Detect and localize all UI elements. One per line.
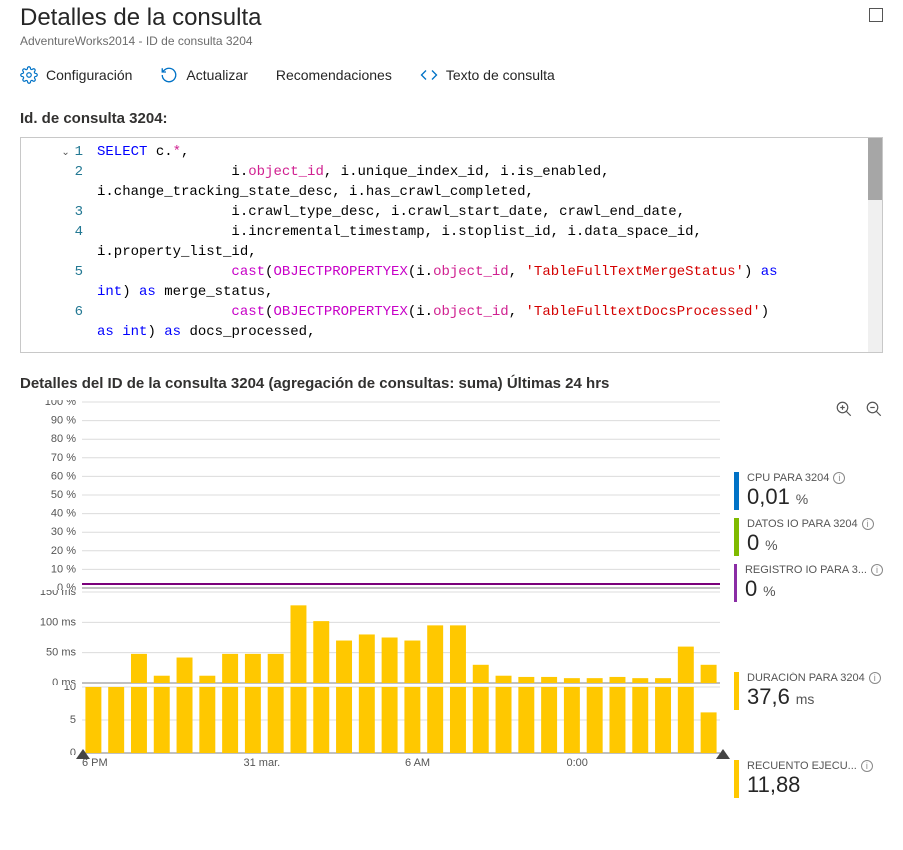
info-icon[interactable]: i (861, 760, 873, 772)
legend-label: CPU PARA 3204i (747, 472, 883, 484)
svg-text:0 %: 0 % (57, 582, 76, 590)
svg-text:10: 10 (64, 685, 76, 693)
svg-text:10 %: 10 % (51, 563, 76, 575)
zoom-out-icon[interactable] (865, 400, 883, 418)
legend-label: DATOS IO PARA 3204i (747, 518, 883, 530)
svg-text:0 ms: 0 ms (52, 677, 76, 685)
range-handle-left[interactable] (76, 749, 90, 759)
config-label: Configuración (46, 67, 132, 83)
range-handle-right[interactable] (716, 749, 730, 759)
legend-label: DURACIÓN PARA 3204i (747, 672, 883, 684)
querytext-label: Texto de consulta (446, 67, 555, 83)
refresh-button[interactable]: Actualizar (160, 66, 247, 84)
gear-icon (20, 66, 38, 84)
legend-item: CPU PARA 3204i0,01 % (734, 472, 883, 510)
line-gutter: ⌄12 34 5 6 (21, 138, 91, 352)
info-icon[interactable]: i (833, 472, 845, 484)
chart-percent-panel: 100 % 90 % 80 % 70 % 60 % 50 % 40 % 30 % 20 % 10 … (20, 400, 728, 590)
legend-color-bar (734, 760, 739, 798)
svg-text:5: 5 (70, 714, 76, 726)
svg-text:80 %: 80 % (51, 433, 76, 445)
code-content[interactable]: SELECT c.*, i.object_id, i.unique_index_… (91, 138, 882, 352)
toolbar: Configuración Actualizar Recomendaciones… (20, 66, 883, 90)
zoom-in-icon[interactable] (835, 400, 853, 418)
scrollbar-thumb[interactable] (868, 138, 882, 200)
legend-color-bar (734, 564, 737, 602)
info-icon[interactable]: i (869, 672, 881, 684)
legend-item: REGISTRO IO PARA 3...i0 % (734, 564, 883, 602)
legend-item: DURACIÓN PARA 3204i37,6 ms (734, 672, 883, 710)
chart-duration-panel: 150 ms 100 ms 50 ms 0 ms (20, 590, 728, 685)
svg-text:50 ms: 50 ms (46, 647, 76, 659)
legend-item: RECUENTO EJECU...i11,88 (734, 760, 883, 798)
svg-text:100 ms: 100 ms (40, 616, 77, 628)
legend-color-bar (734, 672, 739, 710)
svg-text:30 %: 30 % (51, 526, 76, 538)
legend-value: 0,01 % (747, 484, 883, 510)
code-editor[interactable]: ⌄12 34 5 6 SELECT c.*, i.object_id, i.un… (20, 137, 883, 353)
svg-text:90 %: 90 % (51, 415, 76, 427)
legend-value: 0 % (745, 576, 883, 602)
recommend-label: Recomendaciones (276, 67, 392, 83)
refresh-icon (160, 66, 178, 84)
maximize-icon[interactable] (869, 8, 883, 22)
query-id-heading: Id. de consulta 3204: (20, 110, 883, 127)
svg-text:100 %: 100 % (45, 400, 76, 408)
legend-value: 37,6 ms (747, 684, 883, 710)
info-icon[interactable]: i (862, 518, 874, 530)
refresh-label: Actualizar (186, 67, 247, 83)
legend-color-bar (734, 472, 739, 510)
code-icon (420, 66, 438, 84)
svg-text:150 ms: 150 ms (40, 590, 77, 598)
svg-text:20 %: 20 % (51, 545, 76, 557)
legend-label: REGISTRO IO PARA 3...i (745, 564, 883, 576)
page-subtitle: AdventureWorks2014 - ID de consulta 3204 (20, 34, 883, 48)
legend-item: DATOS IO PARA 3204i0 % (734, 518, 883, 556)
querytext-button[interactable]: Texto de consulta (420, 66, 555, 84)
chart-count-panel: 1050 (20, 685, 728, 755)
legend-color-bar (734, 518, 739, 556)
x-axis-labels: 6 PM31 mar.6 AM0:00 (82, 757, 728, 769)
scrollbar-track[interactable] (868, 138, 882, 352)
config-button[interactable]: Configuración (20, 66, 132, 84)
legend-value: 11,88 (747, 772, 883, 798)
info-icon[interactable]: i (871, 564, 883, 576)
svg-text:40 %: 40 % (51, 508, 76, 520)
chart-title: Detalles del ID de la consulta 3204 (agr… (20, 375, 883, 392)
svg-text:70 %: 70 % (51, 452, 76, 464)
legend-value: 0 % (747, 530, 883, 556)
legend-label: RECUENTO EJECU...i (747, 760, 883, 772)
svg-text:50 %: 50 % (51, 489, 76, 501)
svg-text:60 %: 60 % (51, 470, 76, 482)
recommend-button[interactable]: Recomendaciones (276, 67, 392, 83)
page-title: Detalles de la consulta (20, 4, 883, 32)
